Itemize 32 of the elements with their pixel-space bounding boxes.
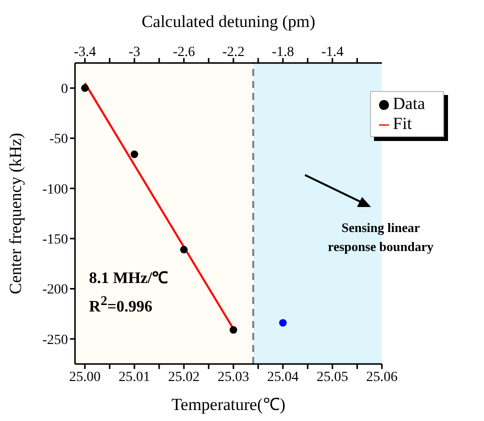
- y-tick-label: -200: [42, 282, 68, 298]
- x-tick-label: 25.06: [366, 370, 398, 385]
- x-tick-label: 25.03: [218, 370, 250, 385]
- y-tick-label: -100: [42, 182, 68, 198]
- x2-tick-label: -2.6: [172, 45, 195, 60]
- legend-label: Data: [392, 94, 425, 113]
- y-tick-label: -150: [42, 232, 68, 248]
- x2-tick-label: -1.4: [321, 45, 344, 60]
- legend-label: Fit: [392, 114, 412, 133]
- y-tick-label: 0: [61, 82, 68, 98]
- x2-tick-label: -3.4: [74, 45, 96, 60]
- annotation: Sensing linear response boundary: [326, 219, 434, 256]
- x-tick-label: 25.05: [316, 370, 348, 385]
- x-tick-label: 25.01: [118, 370, 150, 385]
- point: [180, 246, 188, 254]
- x-axis-title: Temperature(℃): [171, 395, 286, 414]
- x2-axis-title: Calculated detuning (pm): [142, 12, 316, 32]
- y-tick-label: -250: [42, 332, 68, 348]
- point: [130, 150, 138, 158]
- annotation: R$^{2}$=0.996: [89, 292, 152, 318]
- x2-tick-label: -1.8: [272, 45, 294, 60]
- point: [230, 326, 238, 334]
- x2-tick-label: -2.2: [222, 45, 244, 60]
- annotation: 8.1 MHz/℃: [89, 269, 168, 289]
- point: [81, 84, 89, 92]
- point: [279, 319, 287, 327]
- y-tick-label: -50: [49, 132, 68, 148]
- x-tick-label: 25.02: [168, 370, 200, 385]
- x-tick-label: 25.04: [267, 370, 299, 385]
- x-tick-label: 25.00: [69, 370, 101, 385]
- y-axis-title: Center frequency (kHz): [6, 132, 26, 294]
- x2-tick-label: -3: [128, 45, 140, 60]
